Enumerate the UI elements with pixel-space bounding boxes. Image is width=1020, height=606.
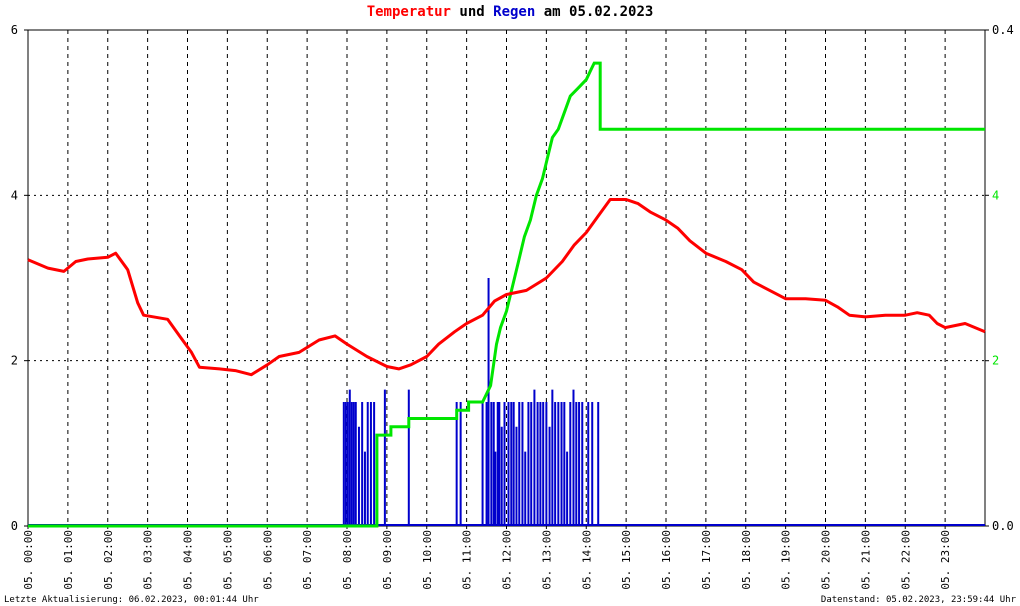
y-right-tick-label: 0.4 bbox=[992, 23, 1014, 37]
x-tick-label: 05. 09:00 bbox=[381, 530, 394, 590]
x-tick-label: 05. 14:00 bbox=[580, 530, 593, 590]
x-tick-label: 05. 19:00 bbox=[780, 530, 793, 590]
rain-sum-line bbox=[28, 61, 985, 528]
y-left-tick-label: 2 bbox=[11, 354, 18, 368]
chart-grid bbox=[28, 30, 985, 526]
x-tick-label: 05. 01:00 bbox=[62, 530, 75, 590]
x-tick-label: 05. 22:00 bbox=[899, 530, 912, 590]
x-tick-label: 05. 18:00 bbox=[740, 530, 753, 590]
y-left-tick-label: 0 bbox=[11, 519, 18, 533]
title-regen: Regen bbox=[493, 4, 536, 20]
x-tick-label: 05. 12:00 bbox=[501, 530, 514, 590]
y-right-tick-label: 0.0 bbox=[992, 519, 1014, 533]
x-tick-label: 05. 07:00 bbox=[301, 530, 314, 590]
y-left-tick-label: 6 bbox=[11, 23, 18, 37]
x-tick-label: 05. 23:00 bbox=[939, 530, 952, 590]
x-tick-label: 05. 11:00 bbox=[461, 530, 474, 590]
x-tick-label: 05. 08:00 bbox=[341, 530, 354, 590]
x-tick-label: 05. 16:00 bbox=[660, 530, 673, 590]
x-tick-label: 05. 05:00 bbox=[221, 530, 234, 590]
x-tick-label: 05. 20:00 bbox=[820, 530, 833, 590]
x-tick-label: 05. 10:00 bbox=[421, 530, 434, 590]
footer-data-status: Datenstand: 05.02.2023, 23:59:44 Uhr bbox=[820, 595, 1016, 605]
title-und: und bbox=[450, 4, 494, 20]
chart-series bbox=[27, 61, 986, 528]
x-tick-label: 05. 21:00 bbox=[859, 530, 872, 590]
x-tick-label: 05. 06:00 bbox=[261, 530, 274, 590]
chart-tick-labels: 0 2 4 6 0.0 2 4 0.4 05. 00:00 05. 01:00 05. 02:00 0… bbox=[11, 23, 1014, 590]
x-tick-label: 05. 17:00 bbox=[700, 530, 713, 590]
footer-last-update: Letzte Aktualisierung: 06.02.2023, 00:01… bbox=[4, 595, 259, 605]
x-tick-label: 05. 15:00 bbox=[620, 530, 633, 590]
chart-title: Temperatur und Regen am 05.02.2023 bbox=[0, 4, 1020, 20]
y-left-tick-label: 4 bbox=[11, 188, 18, 202]
title-temperature: Temperatur bbox=[366, 4, 451, 20]
x-tick-label: 05. 04:00 bbox=[182, 530, 195, 590]
y-right-tick-label: 2 bbox=[992, 354, 999, 368]
y-right-tick-label: 4 bbox=[992, 188, 999, 202]
temperature-line bbox=[27, 198, 986, 377]
x-tick-label: 05. 02:00 bbox=[102, 530, 115, 590]
x-tick-label: 05. 13:00 bbox=[540, 530, 553, 590]
title-date: am 05.02.2023 bbox=[535, 4, 654, 20]
x-tick-label: 05. 00:00 bbox=[22, 530, 35, 590]
x-tick-label: 05. 03:00 bbox=[142, 530, 155, 590]
